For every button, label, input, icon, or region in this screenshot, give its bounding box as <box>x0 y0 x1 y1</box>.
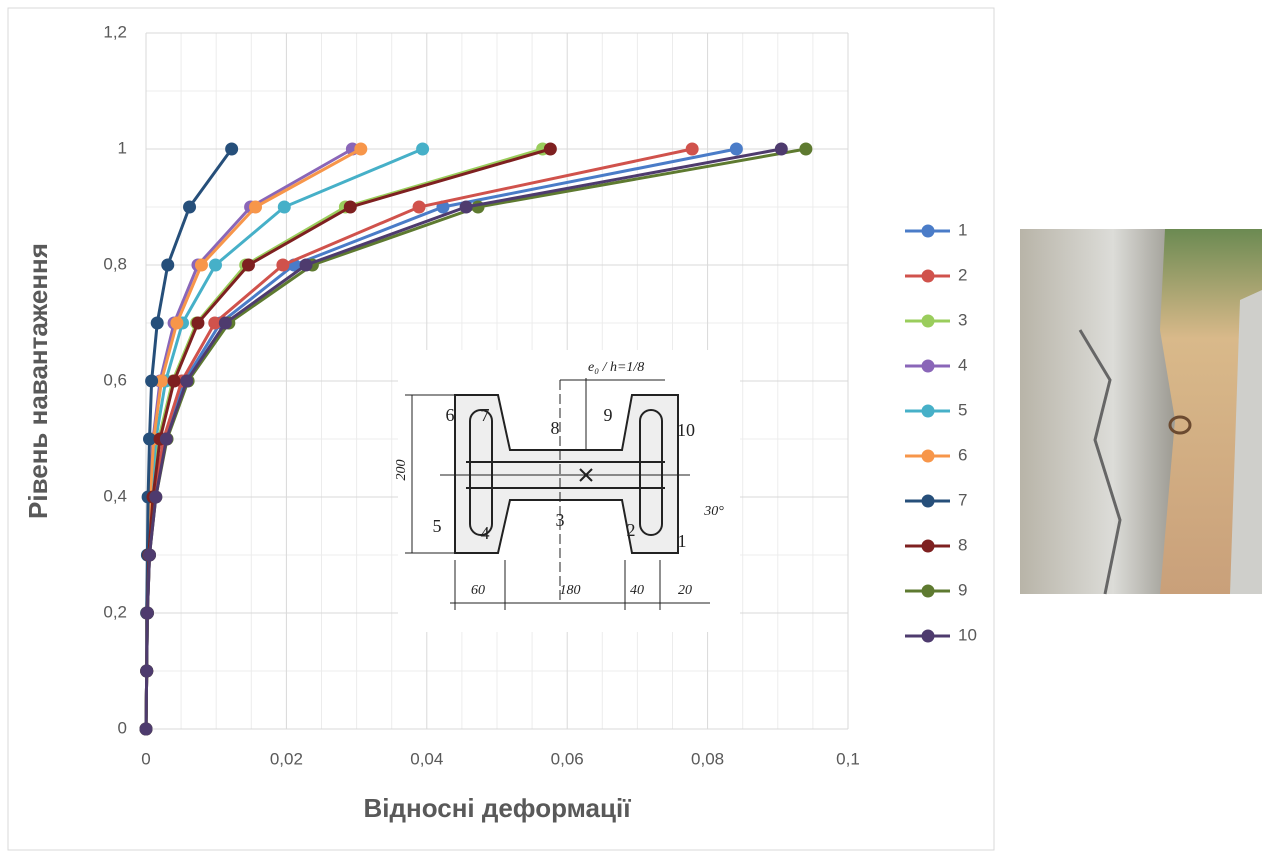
inset-label: 1 <box>678 531 687 551</box>
data-point <box>299 258 313 272</box>
y-tick-label: 0,8 <box>103 254 127 273</box>
inset-label: 180 <box>560 583 581 598</box>
y-tick-label: 0 <box>118 718 127 737</box>
legend-marker <box>921 224 935 238</box>
data-point <box>241 258 255 272</box>
data-point <box>459 200 473 214</box>
inset-label: 4 <box>481 523 490 543</box>
inset-label: 60 <box>471 583 485 598</box>
legend-marker <box>921 539 935 553</box>
x-tick-label: 0 <box>141 749 150 768</box>
inset-label: 8 <box>551 418 560 438</box>
inset-label: 20 <box>678 583 692 598</box>
inset-label: 10 <box>677 420 695 440</box>
data-point <box>774 142 788 156</box>
data-point <box>277 200 291 214</box>
inset-drawing <box>405 378 710 610</box>
x-tick-label: 0,08 <box>691 749 724 768</box>
legend-marker <box>921 269 935 283</box>
y-tick-label: 0,4 <box>103 486 127 505</box>
x-tick-label: 0,1 <box>836 749 860 768</box>
data-point <box>143 432 157 446</box>
legend-label: 8 <box>958 535 967 554</box>
data-point <box>729 142 743 156</box>
inset-label: 7 <box>481 405 490 425</box>
legend-label: 1 <box>958 220 967 239</box>
data-point <box>208 258 222 272</box>
x-axis-title: Відносні деформації <box>363 793 631 823</box>
inset-label: 2 <box>627 520 636 540</box>
photo <box>1020 229 1262 595</box>
y-tick-label: 1,2 <box>103 22 127 41</box>
y-tick-label: 0,2 <box>103 602 127 621</box>
legend-label: 5 <box>958 400 967 419</box>
inset-label: 200 <box>394 460 409 481</box>
data-point <box>354 142 368 156</box>
legend-label: 2 <box>958 265 967 284</box>
legend-marker <box>921 359 935 373</box>
x-tick-label: 0,02 <box>270 749 303 768</box>
data-point <box>343 200 357 214</box>
data-point <box>159 432 173 446</box>
data-point <box>161 258 175 272</box>
inset-label: 6 <box>446 405 455 425</box>
legend-label: 4 <box>958 355 967 374</box>
legend-marker <box>921 449 935 463</box>
plot <box>139 142 813 736</box>
data-point <box>167 374 181 388</box>
data-point <box>154 374 168 388</box>
legend-label: 9 <box>958 580 967 599</box>
data-point <box>143 548 157 562</box>
x-tick-label: 0,06 <box>551 749 584 768</box>
x-tick-label: 0,04 <box>410 749 443 768</box>
legend-label: 7 <box>958 490 967 509</box>
legend-label: 10 <box>958 625 977 644</box>
data-point <box>139 722 153 736</box>
data-point <box>194 258 208 272</box>
legend-label: 6 <box>958 445 967 464</box>
inset-label: 9 <box>604 405 613 425</box>
data-point <box>150 316 164 330</box>
legend-marker <box>921 629 935 643</box>
inset-diagram: e₀ / h=1/8 6 7 8 9 10 5 4 3 2 1 200 60 180 40 20 30° <box>394 350 740 632</box>
data-point <box>543 142 557 156</box>
data-point <box>218 316 232 330</box>
legend-marker <box>921 584 935 598</box>
data-point <box>145 374 159 388</box>
data-point <box>685 142 699 156</box>
y-tick-label: 0,6 <box>103 370 127 389</box>
data-point <box>180 374 194 388</box>
data-point <box>170 316 184 330</box>
data-point <box>225 142 239 156</box>
inset-label: 5 <box>433 516 442 536</box>
data-point <box>799 142 813 156</box>
inset-label: 40 <box>630 583 644 598</box>
inset-label: 30° <box>703 504 724 519</box>
y-tick-label: 1 <box>118 138 127 157</box>
data-point <box>276 258 290 272</box>
y-axis-title: Рівень навантаження <box>23 243 53 519</box>
legend-marker <box>921 314 935 328</box>
legend-marker <box>921 404 935 418</box>
photo-column-right <box>1230 290 1262 594</box>
photo-hook <box>1168 415 1192 435</box>
data-point <box>140 606 154 620</box>
data-point <box>183 200 197 214</box>
data-point <box>191 316 205 330</box>
data-point <box>149 490 163 504</box>
data-point <box>140 664 154 678</box>
photo-column <box>1020 229 1175 594</box>
legend-label: 3 <box>958 310 967 329</box>
data-point <box>412 200 426 214</box>
inset-label: e₀ / h=1/8 <box>588 360 644 375</box>
data-point <box>416 142 430 156</box>
legend-marker <box>921 494 935 508</box>
data-point <box>208 316 222 330</box>
photo-crack <box>1078 329 1122 595</box>
data-point <box>249 200 263 214</box>
inset-label: 3 <box>556 510 565 530</box>
